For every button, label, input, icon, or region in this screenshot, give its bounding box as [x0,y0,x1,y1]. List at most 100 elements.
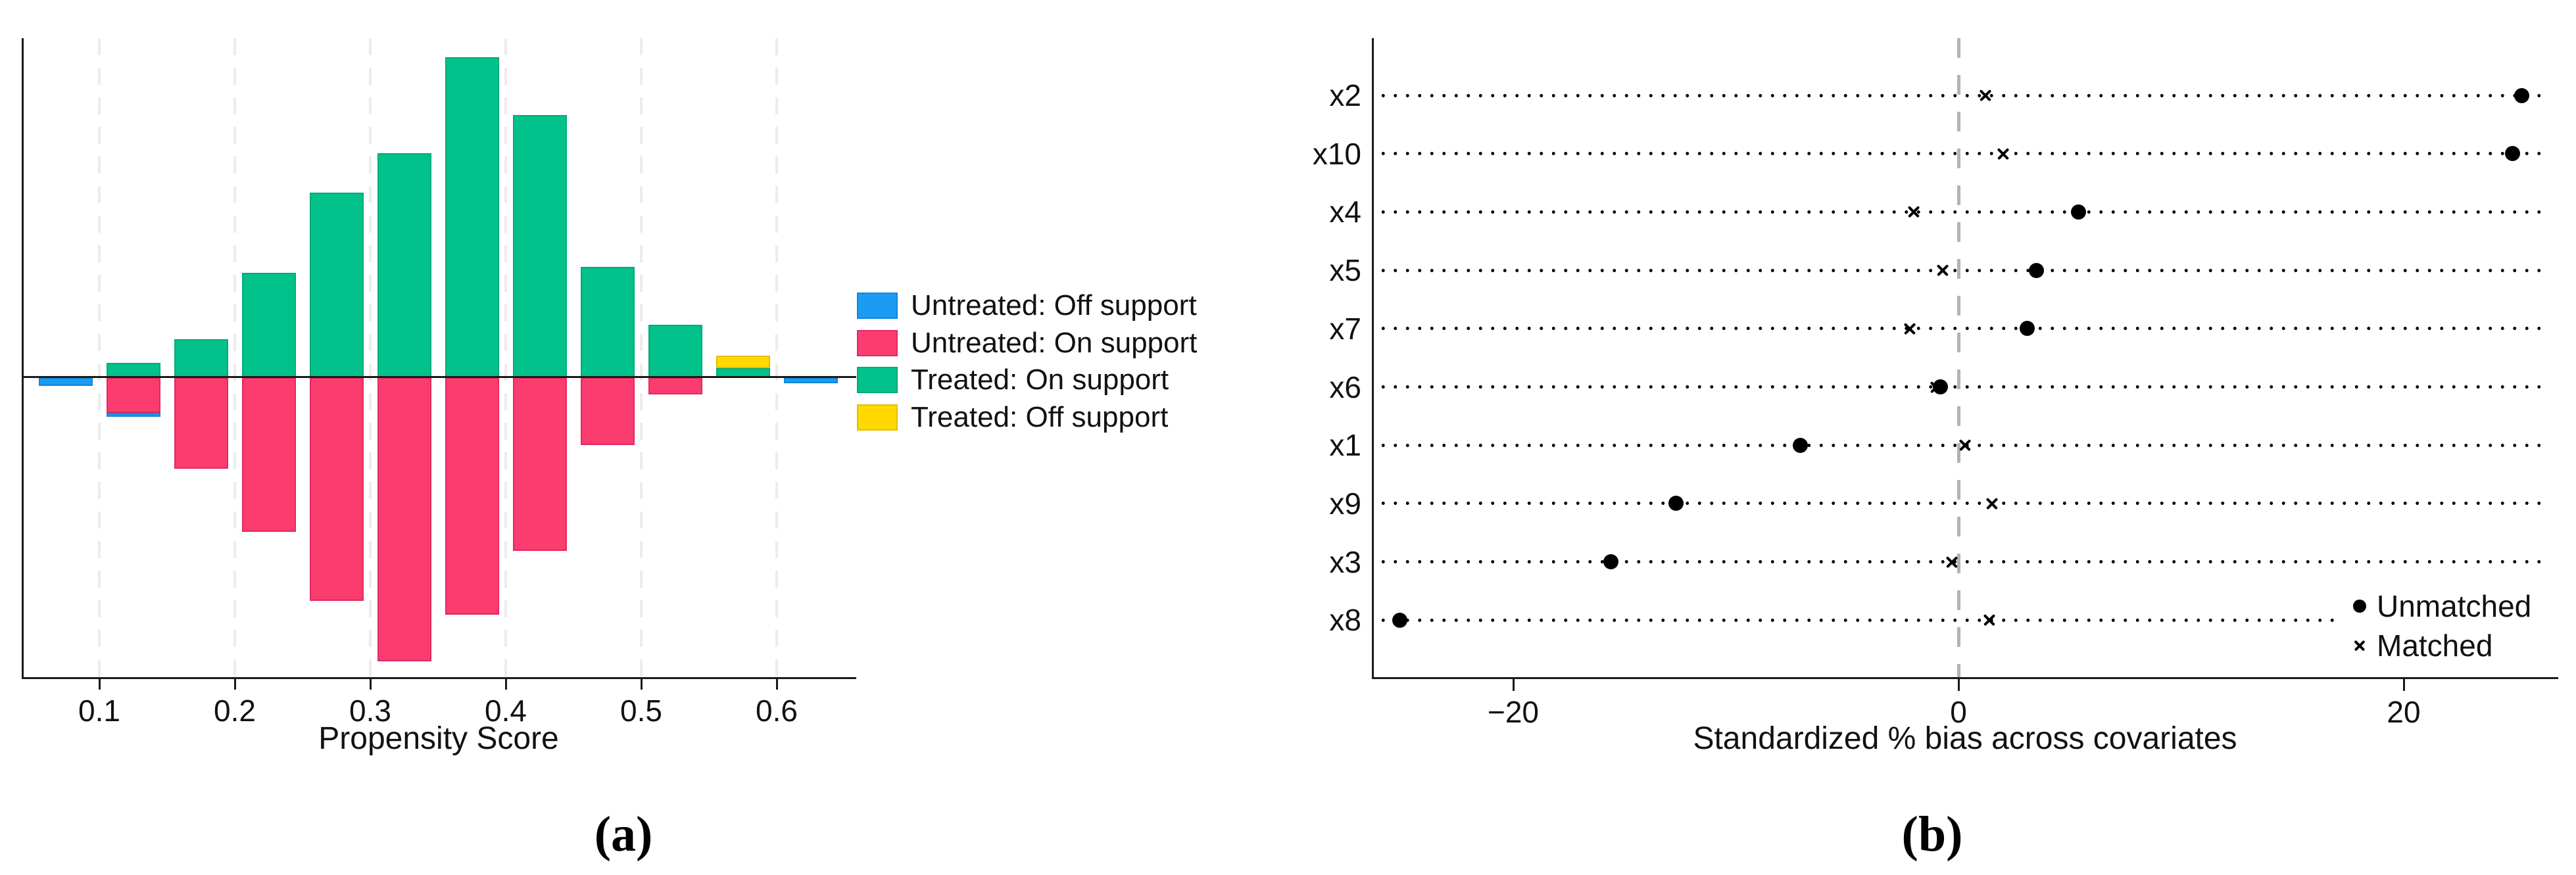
matched-x-marker [1982,613,1997,627]
x-axis-tick-label: 0 [1950,695,1967,729]
bar-untreated-on-support [174,377,228,469]
row-label-x1: x1 [1329,428,1361,463]
grid-line [775,38,778,677]
unmatched-dot-marker [2020,321,2035,337]
row-label-x2: x2 [1329,78,1361,112]
x-axis-tick [2403,679,2405,691]
x-axis-tick-label: 20 [2387,695,2421,729]
x-axis-title-propensity-score: Propensity Score [318,721,559,756]
unmatched-dot-marker [1392,612,1407,628]
x-axis-tick [776,679,778,690]
panel-a-label: (a) [594,807,653,862]
legend-item-untreated_on_support: Untreated: On support [857,327,1197,360]
legend-label: Treated: On support [911,364,1169,396]
bar-treated-on-support [174,339,228,377]
legend-swatch-treated_off_support [857,404,898,431]
bar-treated-on-support [445,57,499,377]
x-axis-line [22,677,856,679]
legend-matched-x-icon [2353,639,2366,652]
row-label-x3: x3 [1329,544,1361,579]
bar-untreated-off-support [783,377,838,383]
x-axis-tick [234,679,236,690]
unmatched-dot-marker [2028,262,2044,278]
grid-line [640,38,643,677]
matched-x-marker [1985,496,1999,511]
row-leader-line [1377,502,2542,506]
legend-label: Matched [2377,628,2493,663]
bar-untreated-on-support [445,377,499,615]
row-leader-line [1377,268,2542,272]
row-label-x8: x8 [1329,603,1361,638]
legend-swatch-untreated_off_support [857,293,898,319]
row-leader-line [1377,210,2542,214]
bar-untreated-on-support [241,377,296,532]
unmatched-dot-marker [1933,379,1949,394]
x-axis-tick [505,679,507,690]
x-axis-tick [641,679,643,690]
x-axis-tick-label: 0.1 [78,694,120,728]
x-axis-tick-label: 0.4 [485,694,527,728]
row-leader-line [1377,443,2542,447]
matched-x-marker [1945,555,1959,569]
x-axis-tick-label: −20 [1487,695,1540,729]
row-label-x10: x10 [1312,136,1361,171]
row-leader-line [1377,152,2542,156]
unmatched-dot-marker [2505,146,2521,162]
row-leader-line [1377,93,2542,97]
grid-line [98,38,101,677]
bar-treated-on-support [106,363,160,377]
bar-untreated-off-support [106,413,160,417]
x-axis-tick [99,679,101,690]
legend-label: Unmatched [2377,589,2532,623]
zero-baseline [22,376,856,378]
grid-line [233,38,236,677]
x-axis-line [1372,677,2558,679]
unmatched-dot-marker [1603,554,1619,570]
row-label-x4: x4 [1329,195,1361,229]
x-axis-tick-label: 0.2 [214,694,256,728]
bar-untreated-on-support [309,377,364,601]
row-leader-line [1377,385,2542,389]
x-axis-tick-label: 0.5 [620,694,662,728]
bar-treated-on-support [241,273,296,377]
legend-item-untreated_off_support: Untreated: Off support [857,289,1197,322]
unmatched-dot-marker [1793,437,1809,453]
bar-untreated-on-support [512,377,567,551]
grid-line [504,38,507,677]
legend-item-treated_on_support: Treated: On support [857,364,1169,396]
row-leader-line [1377,560,2542,564]
bar-untreated-on-support [106,377,160,413]
legend-item-matched: Matched [2353,628,2493,663]
legend-item-unmatched: Unmatched [2353,589,2531,623]
legend-unmatched-dot-icon [2353,600,2366,613]
bar-treated-on-support [580,267,635,377]
legend-item-treated_off_support: Treated: Off support [857,401,1168,434]
unmatched-dot-marker [1668,496,1684,511]
bar-treated-on-support [309,193,364,377]
bar-untreated-on-support [580,377,635,445]
x-axis-tick-label: 0.3 [349,694,391,728]
y-axis-line [22,38,24,677]
x-axis-tick-label: 0.6 [756,694,798,728]
y-axis-line [1372,38,1374,677]
panel-b-label: (b) [1901,807,1963,862]
x-axis-tick [1958,679,1960,691]
legend-label: Untreated: On support [911,326,1198,359]
matched-x-marker [1907,204,1921,219]
bar-treated-on-support [648,325,702,377]
bar-untreated-on-support [648,377,702,394]
legend-swatch-untreated_on_support [857,329,898,356]
bar-untreated-on-support [377,377,431,661]
row-label-x5: x5 [1329,253,1361,288]
matched-x-marker [1996,147,2010,161]
x-axis-title-standardized-bias: Standardized % bias across covariates [1693,721,2237,756]
unmatched-dot-marker [2514,87,2529,103]
x-axis-tick [1513,679,1515,691]
row-leader-line [1377,327,2542,331]
row-label-x7: x7 [1329,311,1361,346]
zero-dashed-line [1956,38,1960,677]
matched-x-marker [1903,321,1917,336]
legend-swatch-treated_on_support [857,367,898,394]
